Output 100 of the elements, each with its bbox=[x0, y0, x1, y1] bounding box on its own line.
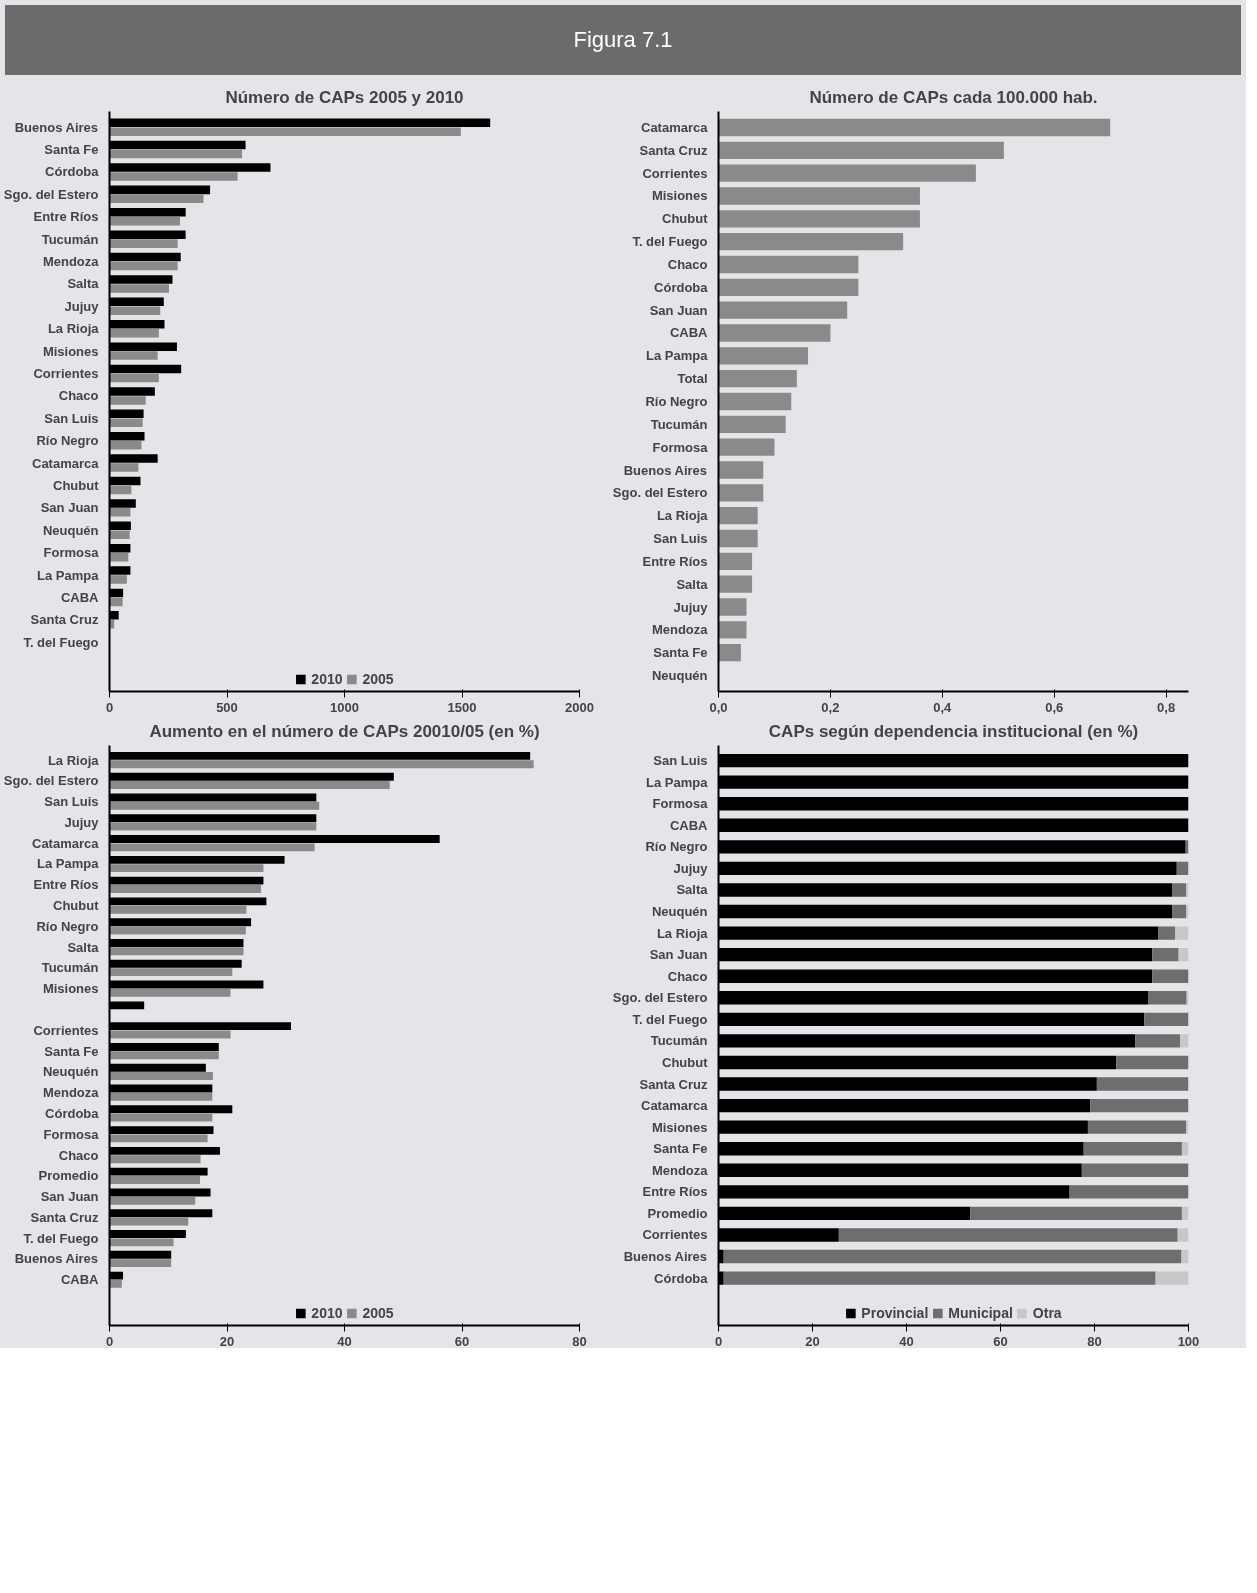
x-tick-label: 0 bbox=[105, 1333, 114, 1349]
x-tick-label: 0,8 bbox=[1157, 699, 1176, 715]
legend-label: Provincial bbox=[861, 1305, 929, 1321]
legend-label: Otra bbox=[1032, 1305, 1062, 1321]
bar bbox=[1135, 1034, 1181, 1048]
y-tick-label: Chubut bbox=[53, 477, 100, 493]
y-tick-label: Santa Cruz bbox=[30, 612, 99, 628]
bar bbox=[718, 621, 747, 639]
y-tick-label: Córdoba bbox=[45, 1105, 100, 1121]
bar bbox=[109, 1092, 213, 1101]
bar bbox=[1172, 904, 1187, 919]
bar bbox=[718, 232, 904, 251]
y-tick-label: Córdoba bbox=[654, 279, 709, 295]
y-tick-label: CABA bbox=[669, 817, 709, 833]
bar bbox=[718, 598, 747, 616]
bar bbox=[1175, 926, 1189, 940]
x-tick-label: 80 bbox=[1087, 1333, 1102, 1349]
x-tick-label: 40 bbox=[337, 1333, 352, 1349]
bar bbox=[109, 1279, 122, 1288]
y-tick-label: Tucumán bbox=[650, 1033, 708, 1049]
y-tick-label: Sgo. del Estero bbox=[3, 186, 99, 202]
bar bbox=[718, 278, 859, 296]
y-tick-label: Formosa bbox=[43, 1126, 100, 1142]
bar bbox=[718, 484, 764, 502]
bar bbox=[718, 575, 753, 593]
x-tick-label: 0 bbox=[714, 1333, 723, 1349]
y-tick-label: Salta bbox=[67, 276, 100, 292]
y-tick-label: T. del Fuego bbox=[632, 1011, 708, 1027]
y-tick-label: Santa Cruz bbox=[639, 1076, 708, 1092]
bar bbox=[109, 1113, 213, 1122]
y-tick-label: La Rioja bbox=[656, 925, 709, 941]
bar bbox=[1096, 1077, 1189, 1091]
y-tick-label: San Luis bbox=[44, 794, 99, 810]
bar bbox=[109, 781, 390, 789]
y-tick-label: Río Negro bbox=[36, 918, 99, 934]
x-tick-label: 0,2 bbox=[821, 699, 840, 715]
y-tick-label: Sgo. del Estero bbox=[612, 485, 708, 501]
bar bbox=[109, 328, 159, 338]
x-tick-label: 20 bbox=[805, 1333, 820, 1349]
bar bbox=[718, 187, 920, 205]
bar bbox=[1152, 947, 1179, 962]
x-tick-label: 2000 bbox=[565, 699, 594, 715]
y-tick-label: Formosa bbox=[652, 796, 709, 812]
legend-label: 2010 bbox=[311, 671, 343, 687]
y-tick-label: La Pampa bbox=[646, 348, 709, 364]
bar bbox=[970, 1206, 1182, 1221]
bar bbox=[109, 947, 244, 956]
y-tick-label: Catamarca bbox=[32, 455, 100, 471]
y-tick-label: Buenos Aires bbox=[623, 462, 708, 478]
bar bbox=[718, 415, 786, 434]
y-tick-label: Formosa bbox=[652, 439, 709, 455]
y-tick-label: La Rioja bbox=[47, 752, 100, 768]
y-tick-label: Chubut bbox=[662, 1054, 709, 1070]
bar bbox=[718, 461, 764, 479]
y-tick-label: Promedio bbox=[647, 1205, 708, 1221]
y-tick-label: Sgo. del Estero bbox=[3, 773, 99, 789]
y-tick-label: CABA bbox=[669, 325, 709, 341]
text: Figura 7.1 bbox=[573, 26, 673, 54]
x-tick-label: 500 bbox=[216, 699, 238, 715]
bar bbox=[1155, 1271, 1189, 1285]
bar bbox=[1186, 883, 1189, 897]
y-tick-label: Río Negro bbox=[645, 839, 708, 855]
chart-title: Número de CAPs 2005 y 2010 bbox=[225, 87, 464, 107]
y-tick-label: La Pampa bbox=[37, 567, 100, 583]
y-tick-label: San Juan bbox=[649, 302, 708, 318]
x-tick-label: 1000 bbox=[330, 699, 359, 715]
y-tick-label: Misiones bbox=[651, 188, 708, 204]
legend-label: Municipal bbox=[948, 1305, 1013, 1321]
bar bbox=[109, 822, 317, 831]
y-tick-label: Córdoba bbox=[654, 1270, 709, 1286]
y-tick-label: Misiones bbox=[651, 1119, 708, 1135]
y-tick-label: Buenos Aires bbox=[14, 119, 99, 135]
y-tick-label: Santa Fe bbox=[44, 142, 99, 158]
bar bbox=[109, 508, 131, 517]
y-tick-label: Entre Ríos bbox=[642, 553, 708, 569]
y-tick-label: Mendoza bbox=[651, 622, 709, 638]
bar bbox=[109, 284, 169, 293]
y-tick-label: Catamarca bbox=[641, 1098, 709, 1114]
y-tick-label: Buenos Aires bbox=[623, 1249, 708, 1264]
bar bbox=[109, 261, 178, 271]
y-tick-label: Jujuy bbox=[64, 814, 100, 830]
bar bbox=[718, 210, 920, 228]
y-tick-label: San Juan bbox=[649, 947, 708, 963]
y-tick-label: Entre Ríos bbox=[642, 1184, 708, 1200]
bar bbox=[109, 1217, 189, 1226]
bar bbox=[109, 843, 315, 852]
y-tick-label: Catamarca bbox=[641, 119, 709, 135]
y-tick-label: La Pampa bbox=[646, 774, 709, 790]
y-tick-label: La Rioja bbox=[656, 508, 709, 524]
bar bbox=[718, 644, 741, 662]
y-tick-label: Total bbox=[677, 371, 708, 387]
y-tick-label: Jujuy bbox=[673, 599, 709, 615]
bar bbox=[1116, 1055, 1189, 1070]
y-tick-label: Jujuy bbox=[64, 298, 100, 314]
bar bbox=[1180, 1034, 1189, 1048]
y-tick-label: San Luis bbox=[653, 753, 708, 769]
bar bbox=[109, 239, 178, 248]
bar bbox=[1176, 861, 1189, 876]
legend-label: 2010 bbox=[311, 1305, 343, 1321]
bar bbox=[109, 127, 461, 136]
